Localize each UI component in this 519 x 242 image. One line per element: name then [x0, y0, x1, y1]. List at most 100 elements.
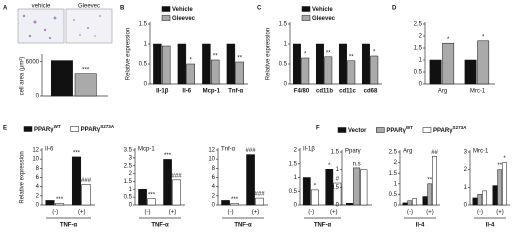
y-tick-label: 0: [144, 82, 148, 88]
significance: **: [349, 54, 354, 60]
chart-panel: E 0 2 4 6 8 10 12 Relative expression Il-6 (-) *** (…: [3, 124, 115, 228]
y-tick-label: 2.5: [389, 150, 398, 156]
chart-title: Arg: [403, 149, 412, 155]
y-tick-label: 1.5: [414, 46, 423, 52]
significance: ***: [164, 153, 172, 159]
y-tick-label: 2.5: [414, 22, 423, 28]
y-tick-label: 2: [212, 193, 216, 199]
bar: [55, 203, 65, 206]
bar: [361, 43, 370, 85]
panel-letter: D: [392, 6, 397, 12]
x-tick-label: Il-6: [182, 89, 191, 95]
significance: ***: [148, 192, 156, 198]
x-tick-label: (+): [330, 210, 338, 216]
bar: [429, 59, 442, 85]
y-tick-label: 8: [36, 166, 40, 172]
y-tick-label: 0.5: [124, 195, 133, 201]
legend-label: Gleevec: [312, 16, 336, 22]
y-axis-label: Relative expression: [126, 28, 132, 80]
y-tick-label: 3: [129, 155, 133, 161]
y-tick-label: 0.5: [279, 62, 288, 68]
y-tick-label: 1: [129, 187, 133, 193]
bar: [292, 43, 301, 85]
x-axis-label: Il-4: [486, 223, 495, 229]
y-tick-label: 0.5: [289, 189, 298, 195]
y-tick-label: 1: [336, 167, 340, 173]
chart-panel: 0 0.5 1 1.5 2 2.5 33.5 Mcp-1 (-) *** (+) *** ### TNF-…: [124, 147, 185, 229]
significance: ###: [255, 192, 266, 198]
bar: [324, 56, 333, 85]
y-axis-label: Relative expression: [20, 151, 26, 203]
legend-name: PPARγ: [34, 127, 54, 133]
y-tick-label: 6000: [26, 59, 40, 65]
legend-sup: S273A: [453, 125, 468, 130]
bar: [138, 189, 147, 206]
panel-letter: A: [3, 6, 8, 12]
y-tick-label: 12: [32, 148, 39, 154]
legend-swatch: [301, 6, 311, 12]
chart-title: Il-6: [45, 147, 54, 153]
significance: **: [497, 163, 502, 169]
x-tick-label: Mcp-1: [203, 89, 221, 95]
significance: #: [336, 177, 340, 183]
chart-panel: 0 1 2 3 Mrc-1 (-) (+) *** Il-4: [464, 149, 510, 229]
bar: [45, 200, 55, 206]
significance: ###: [81, 178, 92, 184]
x-tick-label: (-): [477, 210, 483, 216]
bar: [221, 200, 230, 206]
y-tick-label: 1: [419, 58, 423, 64]
bar: [246, 154, 255, 206]
y-tick-label: 0: [464, 203, 468, 209]
legend-label: Vehicle: [312, 7, 333, 13]
bar: [153, 43, 162, 85]
y-tick-label: 1.5: [139, 22, 148, 28]
y-tick-label: 2.5: [124, 163, 133, 169]
x-axis-label: TNF-α: [60, 223, 78, 229]
bar: [255, 197, 264, 206]
bar: [333, 182, 342, 206]
bar: [315, 43, 324, 85]
legend-swatch: [161, 6, 171, 12]
y-axis-label: Relative expression: [266, 28, 272, 80]
x-tick-label: (-): [145, 210, 151, 216]
bar: [370, 55, 379, 85]
y-tick-label: 1: [284, 42, 288, 48]
bar: [497, 169, 503, 206]
bar: [301, 57, 310, 85]
legend-sup: WT: [406, 125, 413, 130]
significance: ***: [73, 150, 81, 156]
legend-name: PPARγ: [386, 128, 406, 134]
x-tick-label: Tnf-α: [228, 89, 243, 95]
significance: *: [373, 50, 376, 56]
bar: [50, 60, 73, 97]
bar: [311, 189, 319, 206]
significance: *: [314, 183, 317, 189]
legend-label: PPARγWT: [34, 124, 61, 132]
legend-name: Vector: [348, 128, 367, 134]
image-vehicle: [17, 8, 65, 44]
bar: [492, 185, 498, 206]
y-tick-label: 0.5: [331, 185, 340, 191]
significance: ##: [431, 150, 438, 156]
legend-label: Vehicle: [172, 7, 193, 13]
x-axis-label: TNF-α: [234, 223, 252, 229]
significance: *: [328, 163, 331, 169]
y-tick-label: 0: [394, 203, 398, 209]
bar: [347, 60, 356, 85]
y-tick-label: 0: [36, 94, 40, 100]
chart-panel: 0 0.5 1 1.5 2 2.5 Arg (-) (+) ** ## Il-4: [389, 149, 440, 229]
bar: [186, 63, 195, 85]
significance: *: [447, 37, 450, 43]
bar: [353, 167, 361, 206]
chart-panel: 0 2 4 6 8 10 12 Tnf-α (-) *** (+) ### ### TNF-α: [208, 147, 268, 229]
micrographs: [17, 8, 113, 44]
y-tick-label: 2: [294, 148, 298, 154]
legend-swatch: [23, 126, 33, 132]
bar: [74, 73, 97, 97]
x-axis-label: TNF-α: [314, 223, 332, 229]
image-label: vehicle: [32, 4, 51, 10]
bar: [172, 179, 181, 206]
x-tick-label: Mrc-1: [470, 89, 486, 95]
